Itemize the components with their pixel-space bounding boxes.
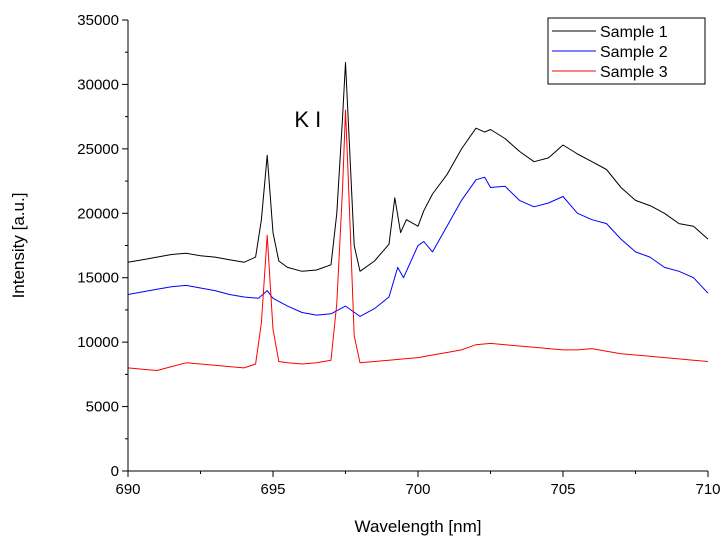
x-tick-label: 705 (550, 481, 575, 498)
x-tick-label: 695 (260, 481, 285, 498)
y-axis-title: Intensity [a.u.] (9, 193, 28, 299)
plot-lines (127, 62, 709, 371)
ticks: 690 695 700 705 710 0 5000 10000 15000 20000 25000… (77, 12, 720, 498)
y-tick-label: 20000 (77, 205, 119, 222)
y-tick-label: 0 (111, 463, 119, 480)
x-axis-title: Wavelength [nm] (355, 517, 482, 536)
series-line-1 (127, 62, 709, 272)
series-line-2 (127, 176, 709, 317)
x-tick-label: 700 (405, 481, 430, 498)
y-tick-label: 5000 (86, 399, 119, 416)
y-tick-label: 10000 (77, 334, 119, 351)
y-tick-label: 30000 (77, 76, 119, 93)
x-tick-label: 710 (695, 481, 720, 498)
ki-annotation: K I (294, 107, 321, 132)
legend-label: Sample 2 (600, 44, 668, 61)
legend-label: Sample 1 (600, 24, 668, 41)
series-line-3 (127, 109, 709, 371)
legend-label: Sample 3 (600, 64, 668, 81)
y-tick-label: 35000 (77, 12, 119, 29)
x-tick-label: 690 (115, 481, 140, 498)
legend: Sample 1 Sample 2 Sample 3 (547, 17, 706, 85)
y-tick-label: 25000 (77, 141, 119, 158)
y-tick-label: 15000 (77, 270, 119, 287)
